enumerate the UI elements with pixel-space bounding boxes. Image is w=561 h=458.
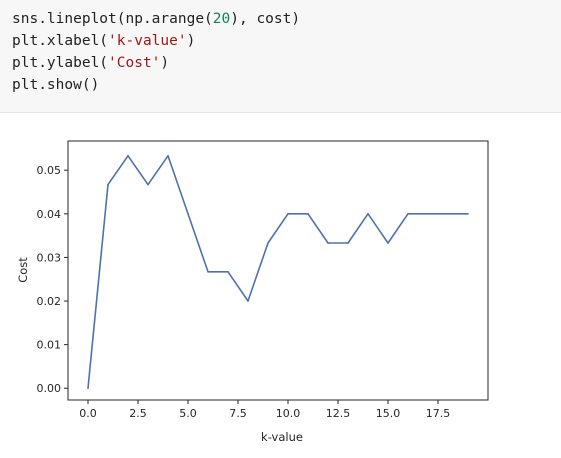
data-point — [127, 155, 129, 157]
y-tick-label: 0.05 — [37, 164, 62, 177]
y-tick-label: 0.03 — [37, 251, 62, 264]
data-point — [207, 271, 209, 273]
code-line: plt.xlabel('k-value') — [12, 30, 300, 52]
x-tick-label: 12.5 — [326, 407, 351, 420]
code-line: sns.lineplot(np.arange(20), cost) — [12, 8, 300, 30]
data-point — [447, 213, 449, 215]
data-point — [107, 183, 109, 186]
data-point — [407, 213, 409, 215]
x-tick-label: 2.5 — [129, 407, 147, 420]
data-point — [87, 387, 89, 390]
data-point — [147, 183, 149, 186]
data-point — [167, 155, 169, 157]
y-tick-label: 0.00 — [37, 382, 62, 395]
code-token: plt.xlabel( — [12, 33, 109, 49]
series-layer — [87, 154, 469, 390]
x-tick-label: 7.5 — [229, 407, 247, 420]
y-tick-label: 0.02 — [37, 295, 62, 308]
code-line: plt.show() — [12, 74, 300, 96]
y-tick-label: 0.01 — [37, 339, 62, 352]
code-token: 'k-value' — [108, 33, 187, 49]
data-point — [187, 213, 189, 215]
x-tick-label: 0.0 — [79, 407, 97, 420]
x-tick-label: 15.0 — [376, 407, 401, 420]
data-point — [367, 213, 369, 215]
code-cell[interactable]: sns.lineplot(np.arange(20), cost) plt.xla… — [0, 0, 561, 113]
data-point — [227, 271, 229, 273]
code-token: 'Cost' — [108, 55, 161, 71]
x-axis: 0.0 2.5 5.0 7.5 10.0 12.5 15.0 17.5 — [79, 400, 450, 420]
plot-area — [67, 140, 489, 401]
data-point — [287, 213, 289, 215]
data-point — [247, 300, 249, 302]
data-point — [307, 213, 309, 215]
line-chart: 0.0 2.5 5.0 7.5 10.0 12.5 15.0 17.5 0.000.010.0… — [16, 140, 489, 444]
code-token: plt.ylabel( — [12, 55, 109, 71]
code-token: ) — [186, 33, 196, 49]
x-axis-label: k-value — [261, 430, 303, 444]
code-editor[interactable]: sns.lineplot(np.arange(20), cost) plt.xla… — [12, 8, 300, 96]
cell-output: 0.0 2.5 5.0 7.5 10.0 12.5 15.0 17.5 0.00 0.01 0.0… — [0, 113, 561, 458]
y-axis-label: Cost — [16, 257, 30, 283]
code-line: plt.ylabel('Cost') — [12, 52, 300, 74]
code-token: ), cost) — [230, 11, 301, 27]
data-point — [427, 213, 429, 215]
code-token: plt.show() — [12, 77, 100, 93]
data-point — [267, 242, 269, 244]
data-point — [347, 242, 349, 244]
x-tick-label: 17.5 — [426, 407, 451, 420]
y-axis: 0.00 0.01 0.02 0.03 0.04 0.05 — [37, 164, 68, 395]
x-tick-label: 10.0 — [276, 407, 301, 420]
code-token: ) — [160, 55, 170, 71]
y-tick-label: 0.04 — [37, 208, 62, 221]
code-token: sns.lineplot(np.arange( — [12, 11, 213, 27]
x-tick-label: 5.0 — [179, 407, 197, 420]
code-token: 20 — [212, 11, 231, 27]
data-point — [387, 242, 389, 244]
data-point — [467, 213, 469, 215]
series-line — [87, 154, 468, 389]
data-point — [327, 242, 329, 244]
